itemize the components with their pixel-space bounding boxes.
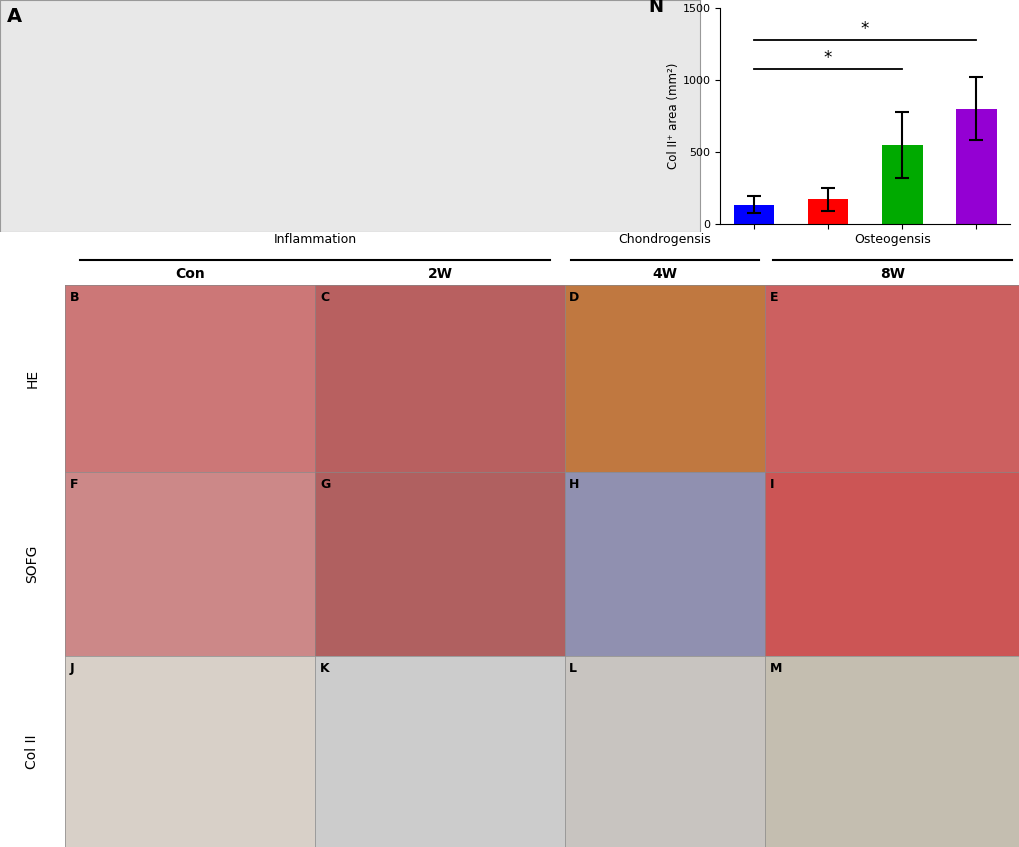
Text: *: *: [860, 19, 868, 38]
Bar: [733, 205, 773, 224]
Text: N: N: [647, 0, 662, 16]
Text: 4W: 4W: [652, 267, 677, 280]
Text: G: G: [320, 478, 330, 490]
Text: B: B: [70, 291, 79, 303]
Text: H: H: [569, 478, 579, 490]
Text: J: J: [70, 662, 74, 675]
Text: E: E: [769, 291, 777, 303]
Bar: [880, 145, 921, 224]
Text: Con: Con: [175, 267, 205, 280]
Text: Inflammation: Inflammation: [273, 233, 357, 246]
Bar: [807, 199, 848, 224]
Text: A: A: [7, 7, 22, 26]
Text: D: D: [569, 291, 579, 303]
Text: 8W: 8W: [879, 267, 904, 280]
Text: F: F: [70, 478, 78, 490]
Bar: [955, 108, 996, 224]
Text: 2W: 2W: [427, 267, 452, 280]
Text: *: *: [823, 48, 832, 67]
Text: Col II: Col II: [25, 734, 40, 769]
Text: I: I: [769, 478, 773, 490]
Text: Chondrogensis: Chondrogensis: [618, 233, 710, 246]
Text: HE: HE: [25, 369, 40, 388]
Text: L: L: [569, 662, 577, 675]
Text: K: K: [320, 662, 329, 675]
Y-axis label: Col II⁺ area (mm²): Col II⁺ area (mm²): [666, 63, 680, 169]
Text: Osteogensis: Osteogensis: [853, 233, 930, 246]
Text: M: M: [769, 662, 782, 675]
Text: C: C: [320, 291, 329, 303]
Text: SOFG: SOFG: [25, 545, 40, 584]
